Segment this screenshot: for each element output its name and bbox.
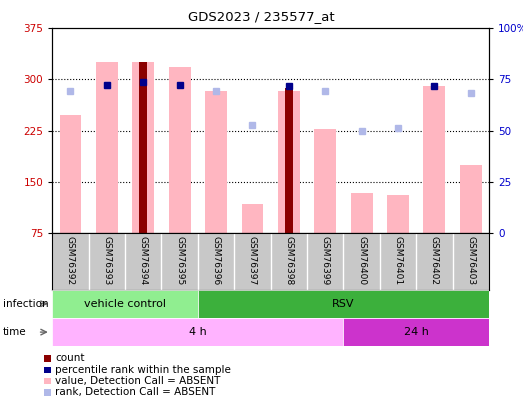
Bar: [242, 204, 264, 233]
Bar: [424, 85, 445, 233]
Text: 24 h: 24 h: [404, 327, 429, 337]
Bar: [52, 290, 198, 318]
Text: infection: infection: [3, 299, 48, 309]
Text: RSV: RSV: [332, 299, 355, 309]
Text: value, Detection Call = ABSENT: value, Detection Call = ABSENT: [55, 376, 220, 386]
Text: GSM76393: GSM76393: [103, 236, 111, 285]
Bar: [52, 318, 344, 346]
Text: GSM76400: GSM76400: [357, 236, 366, 285]
Bar: [96, 62, 118, 233]
Text: GSM76403: GSM76403: [467, 236, 475, 285]
Text: percentile rank within the sample: percentile rank within the sample: [55, 365, 231, 375]
Text: GSM76398: GSM76398: [285, 236, 293, 285]
Text: GSM76402: GSM76402: [430, 236, 439, 285]
Bar: [198, 290, 489, 318]
Bar: [460, 165, 482, 233]
Text: GSM76392: GSM76392: [66, 236, 75, 285]
Bar: [387, 195, 409, 233]
Bar: [169, 67, 190, 233]
Text: GSM76397: GSM76397: [248, 236, 257, 285]
Bar: [344, 318, 489, 346]
Bar: [205, 91, 227, 233]
Bar: [314, 128, 336, 233]
Text: count: count: [55, 354, 84, 363]
Text: GSM76401: GSM76401: [393, 236, 403, 285]
Bar: [60, 115, 82, 233]
Bar: [351, 193, 372, 233]
Text: GSM76394: GSM76394: [139, 236, 148, 285]
Text: rank, Detection Call = ABSENT: rank, Detection Call = ABSENT: [55, 388, 215, 397]
Text: 4 h: 4 h: [189, 327, 207, 337]
Bar: [139, 62, 147, 233]
Text: time: time: [3, 327, 26, 337]
Text: GSM76399: GSM76399: [321, 236, 329, 285]
Text: GSM76395: GSM76395: [175, 236, 184, 285]
Bar: [278, 91, 300, 233]
Text: GDS2023 / 235577_at: GDS2023 / 235577_at: [188, 10, 335, 23]
Bar: [132, 62, 154, 233]
Text: vehicle control: vehicle control: [84, 299, 166, 309]
Text: GSM76396: GSM76396: [212, 236, 221, 285]
Bar: [285, 88, 293, 233]
